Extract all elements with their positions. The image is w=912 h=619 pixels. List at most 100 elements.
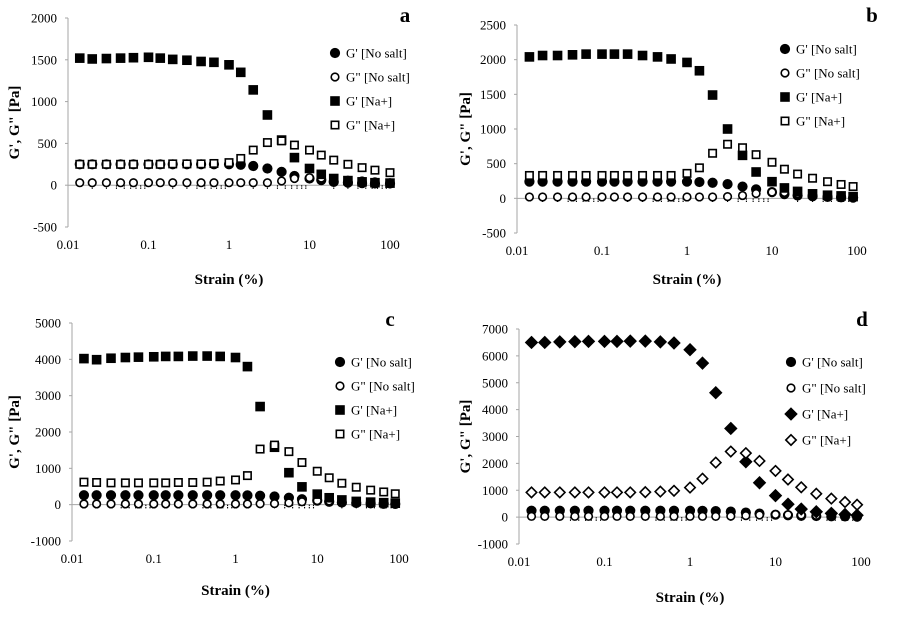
legend-marker: [335, 381, 345, 391]
legend-label: G' [Na+]: [796, 90, 842, 105]
data-point: [753, 454, 766, 468]
data-point: [79, 477, 89, 487]
data-point: [324, 492, 334, 503]
data-point: [838, 507, 852, 522]
data-point: [683, 342, 697, 357]
data-point: [289, 152, 300, 163]
y-tick-label: 2500: [480, 18, 506, 33]
series-4: [525, 445, 864, 512]
legend-label: G" [Na+]: [796, 114, 845, 129]
data-point: [92, 499, 102, 509]
y-tick-label: 3000: [35, 388, 61, 403]
data-point: [167, 54, 178, 65]
x-tick-label: 1: [684, 243, 691, 258]
data-point: [751, 150, 761, 160]
data-point: [128, 178, 139, 188]
legend-marker: [780, 68, 790, 78]
data-point: [143, 52, 154, 63]
data-point: [328, 173, 339, 184]
y-tick-label: 2000: [480, 52, 506, 67]
data-point: [262, 163, 273, 174]
x-tick-label: 0.01: [57, 237, 80, 252]
data-point: [182, 159, 192, 169]
data-point: [767, 187, 777, 197]
x-tick-label: 0.1: [146, 551, 162, 566]
data-point: [87, 178, 97, 188]
data-point: [91, 354, 102, 365]
data-point: [312, 466, 322, 476]
y-tick-label: 0: [500, 191, 507, 206]
x-tick-label: 1: [232, 551, 239, 566]
data-point: [289, 173, 300, 184]
data-point: [567, 50, 578, 60]
data-point: [209, 57, 219, 68]
chart-panel-b: -500 0 500 1000 1500 2000 2500 0.01 0.1 1 10 100 Str…: [458, 3, 878, 288]
legend-marker: [784, 407, 798, 421]
y-tick-label: 6000: [482, 348, 508, 363]
data-point: [337, 478, 347, 488]
data-point: [128, 52, 139, 63]
data-point: [850, 508, 864, 522]
data-point: [262, 178, 273, 188]
panel-label: a: [400, 3, 411, 27]
data-point: [101, 159, 111, 169]
data-point: [708, 148, 718, 158]
y-tick-label: 1500: [480, 87, 506, 102]
data-point: [779, 183, 790, 193]
x-tick-label: 100: [380, 237, 400, 252]
data-point: [568, 486, 582, 499]
panel-label: d: [856, 307, 868, 331]
series-2: [75, 173, 395, 188]
data-point: [623, 334, 637, 348]
data-point: [568, 334, 582, 349]
data-point: [133, 478, 143, 488]
legend-marker: [780, 92, 790, 102]
panel-label: c: [385, 307, 394, 331]
data-point: [255, 444, 265, 454]
legend-marker: [329, 47, 341, 59]
legend-marker: [334, 356, 346, 368]
legend-marker: [330, 72, 340, 82]
x-tick-label: 0.01: [61, 551, 84, 566]
data-point: [666, 170, 676, 180]
data-point: [695, 356, 710, 370]
data-point: [173, 490, 184, 501]
data-point: [622, 192, 633, 202]
data-point: [726, 511, 736, 521]
data-point: [187, 351, 198, 361]
data-point: [262, 138, 272, 148]
y-tick-label: 2000: [31, 11, 57, 26]
data-point: [173, 499, 183, 509]
data-point: [823, 177, 833, 187]
data-point: [255, 490, 266, 501]
data-point: [385, 168, 395, 178]
data-point: [696, 472, 709, 486]
legend-label: G" [No salt]: [796, 66, 860, 81]
data-point: [809, 505, 824, 519]
data-point: [202, 351, 212, 361]
data-point: [173, 478, 183, 488]
data-point: [583, 511, 594, 521]
data-point: [75, 178, 85, 188]
data-point: [262, 110, 273, 120]
data-point: [390, 489, 400, 499]
data-point: [160, 490, 171, 501]
data-point: [809, 487, 823, 501]
data-point: [667, 484, 681, 498]
panel-label: b: [866, 3, 878, 27]
y-tick-label: 4000: [35, 352, 61, 367]
data-point: [653, 335, 668, 349]
data-point: [120, 499, 131, 509]
data-point: [215, 490, 226, 501]
data-point: [769, 464, 782, 478]
data-point: [160, 351, 171, 362]
data-point: [694, 65, 705, 76]
data-point: [224, 60, 234, 70]
x-tick-label: 0.01: [506, 243, 529, 258]
data-point: [312, 489, 323, 499]
data-point: [779, 164, 789, 174]
data-point: [196, 56, 206, 67]
data-point: [683, 481, 697, 494]
data-point: [143, 178, 154, 188]
